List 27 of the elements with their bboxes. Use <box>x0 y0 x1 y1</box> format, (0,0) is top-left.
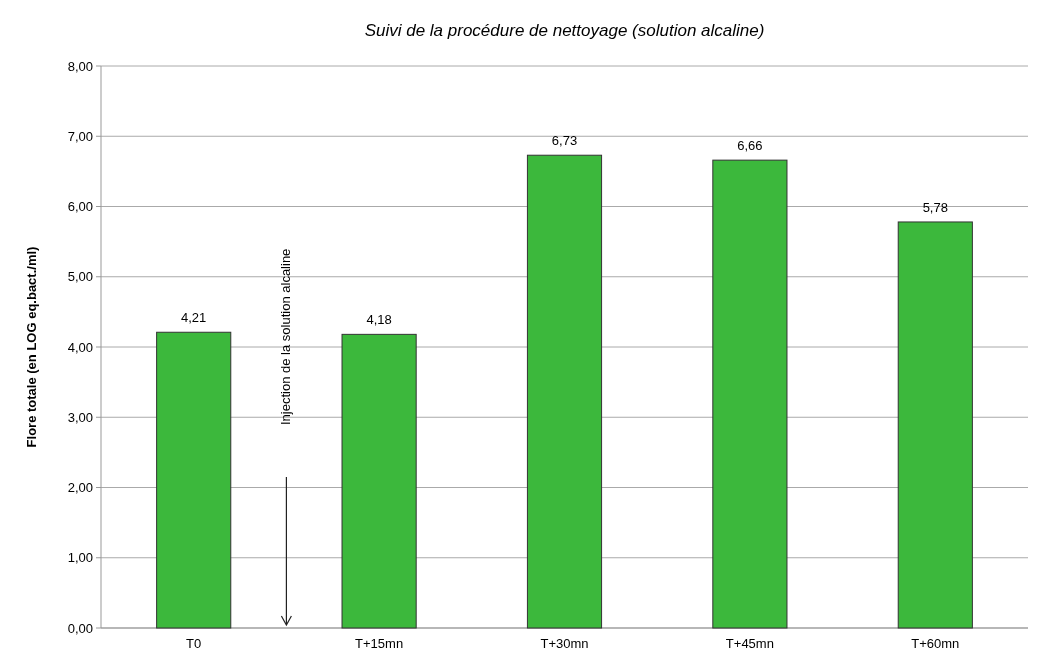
y-tick-label: 6,00 <box>67 199 93 215</box>
y-tick-label: 5,00 <box>67 269 93 285</box>
y-tick-label: 1,00 <box>67 550 93 566</box>
x-tick-label: T+45mn <box>725 636 774 651</box>
x-tick-label: T+30mn <box>540 636 589 651</box>
x-tick-label: T0 <box>186 636 202 651</box>
bar <box>156 331 232 629</box>
y-tick-label: 3,00 <box>67 409 93 425</box>
y-tick-label: 4,00 <box>67 339 93 355</box>
data-label: 6,66 <box>737 138 763 154</box>
annotation: Injection de la solution alcaline <box>278 248 294 425</box>
data-label: 5,78 <box>922 199 948 215</box>
x-tick-label: T+60mn <box>911 636 960 651</box>
chart-title: Suivi de la procédure de nettoyage (solution alcaline) <box>364 21 765 40</box>
y-tick-label: 2,00 <box>67 480 93 496</box>
y-tick-label: 0,00 <box>67 620 93 636</box>
data-label: 6,73 <box>551 133 578 149</box>
y-tick-label: 8,00 <box>67 58 93 74</box>
data-label: 4,21 <box>181 310 207 326</box>
x-tick-label: T+15mn <box>355 636 404 651</box>
bar <box>897 221 973 629</box>
y-axis-title: Flore totale (en LOG eq.bact./ml) <box>24 246 39 448</box>
bar <box>712 159 788 629</box>
data-label: 4,18 <box>366 312 392 328</box>
bar <box>526 154 603 629</box>
bar <box>341 333 417 629</box>
y-tick-label: 7,00 <box>67 128 93 144</box>
